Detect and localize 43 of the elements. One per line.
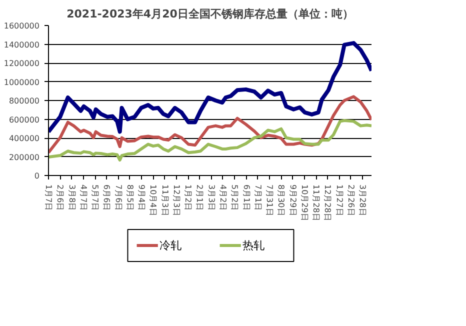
legend-label: 冷轧 xyxy=(159,239,182,252)
x-tick-label: 11月3日 xyxy=(160,184,170,216)
x-tick-label: 7月31日 xyxy=(265,184,274,216)
x-tick-label: 12月3日 xyxy=(172,184,181,216)
x-tick-label: 8月5日 xyxy=(125,184,134,211)
y-tick-label: 800000 xyxy=(8,96,40,106)
x-tick-label: 2月6日 xyxy=(56,184,65,211)
x-tick-label: 9月4日 xyxy=(137,184,146,211)
x-tick-label: 12月28日 xyxy=(323,184,332,221)
x-tick-label: 4月2日 xyxy=(218,184,228,211)
y-tick-label: 200000 xyxy=(8,152,40,162)
y-tick-label: 0 xyxy=(34,172,40,180)
line-series xyxy=(48,95,372,154)
x-tick-label: 3月8日 xyxy=(67,184,76,211)
y-tick-label: 600000 xyxy=(8,115,40,124)
x-tick-label: 1月27日 xyxy=(334,184,344,216)
legend-label: 热轧 xyxy=(242,239,264,252)
y-tick-label: 1600000 xyxy=(4,22,40,30)
x-tick-label: 5月7日 xyxy=(90,184,100,211)
x-tick-label: 11月28日 xyxy=(312,184,321,221)
x-tick-label: 1月7日 xyxy=(44,184,53,211)
x-tick-label: 4月7日 xyxy=(78,184,88,211)
y-tick-label: 1400000 xyxy=(4,40,40,50)
x-tick-label: 8月30日 xyxy=(276,184,286,216)
x-tick-label: 2月26日 xyxy=(346,184,356,216)
x-tick-label: 7月6日 xyxy=(114,184,123,211)
x-tick-label: 10月4日 xyxy=(148,184,158,216)
line-series xyxy=(48,118,372,162)
x-tick-label: 6月6日 xyxy=(102,184,112,211)
x-tick-label: 10月29日 xyxy=(300,184,309,221)
x-tick-label: 7月1日 xyxy=(253,184,262,211)
x-tick-label: 2月1日 xyxy=(195,184,204,211)
x-tick-label: 5月2日 xyxy=(230,184,240,211)
x-tick-label: 3月28日 xyxy=(358,184,368,216)
y-tick-label: 400000 xyxy=(8,134,40,143)
chart-title: 2021-2023年4月20日全国不锈钢库存总量（单位：吨） xyxy=(66,8,354,20)
x-tick-label: 3月3日 xyxy=(206,184,216,211)
x-tick-label: 1月2日 xyxy=(184,184,193,211)
line-series xyxy=(48,41,372,134)
y-tick-label: 1000000 xyxy=(4,78,40,87)
x-tick-label: 6月1日 xyxy=(242,184,251,211)
x-tick-label: 9月29日 xyxy=(288,184,298,216)
y-tick-label: 1200000 xyxy=(4,59,40,68)
